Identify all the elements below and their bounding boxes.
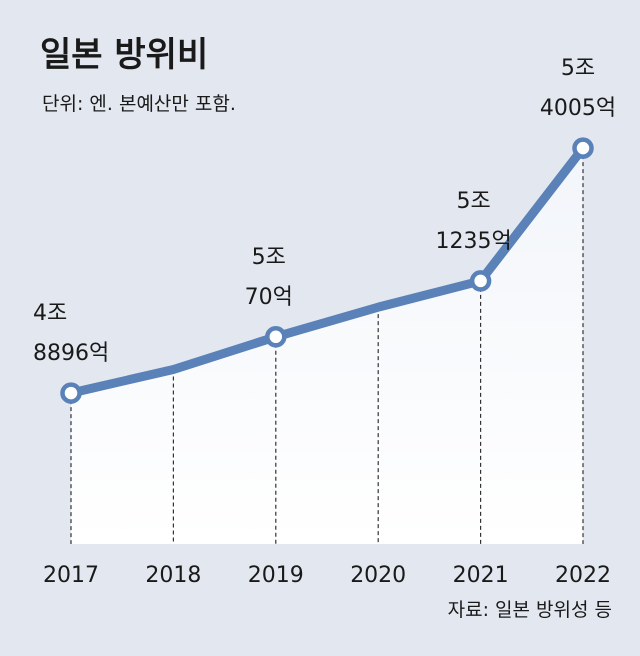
source-note: 자료: 일본 방위성 등: [448, 599, 612, 621]
data-label-2022-1: 5조: [561, 56, 595, 81]
x-tick-2020: 2020: [350, 563, 406, 588]
x-tick-2022: 2022: [555, 563, 611, 588]
point-marker-2021: [469, 270, 492, 292]
point-marker-2017: [60, 382, 82, 404]
data-label-2021-2: 1235억: [435, 229, 511, 254]
chart-subtitle: 단위: 엔. 본예산만 포함.: [42, 93, 236, 115]
point-marker-2022: [572, 137, 594, 159]
data-label-2019-1: 5조: [252, 245, 286, 270]
data-label-2021-1: 5조: [456, 189, 490, 214]
chart-title: 일본 방위비: [40, 35, 208, 75]
series-line: [66, 143, 588, 398]
x-tick-2019: 2019: [248, 563, 304, 588]
data-label-2017-1: 4조: [33, 301, 67, 326]
x-tick-2018: 2018: [145, 563, 201, 588]
point-marker-2019: [265, 326, 287, 348]
data-label-2019-2: 70억: [245, 285, 293, 310]
x-tick-2021: 2021: [453, 563, 509, 588]
data-label-2022-2: 4005억: [540, 96, 616, 121]
x-tick-2017: 2017: [43, 563, 99, 588]
area-fill: [71, 148, 583, 544]
data-label-2017-2: 8896억: [33, 341, 109, 366]
